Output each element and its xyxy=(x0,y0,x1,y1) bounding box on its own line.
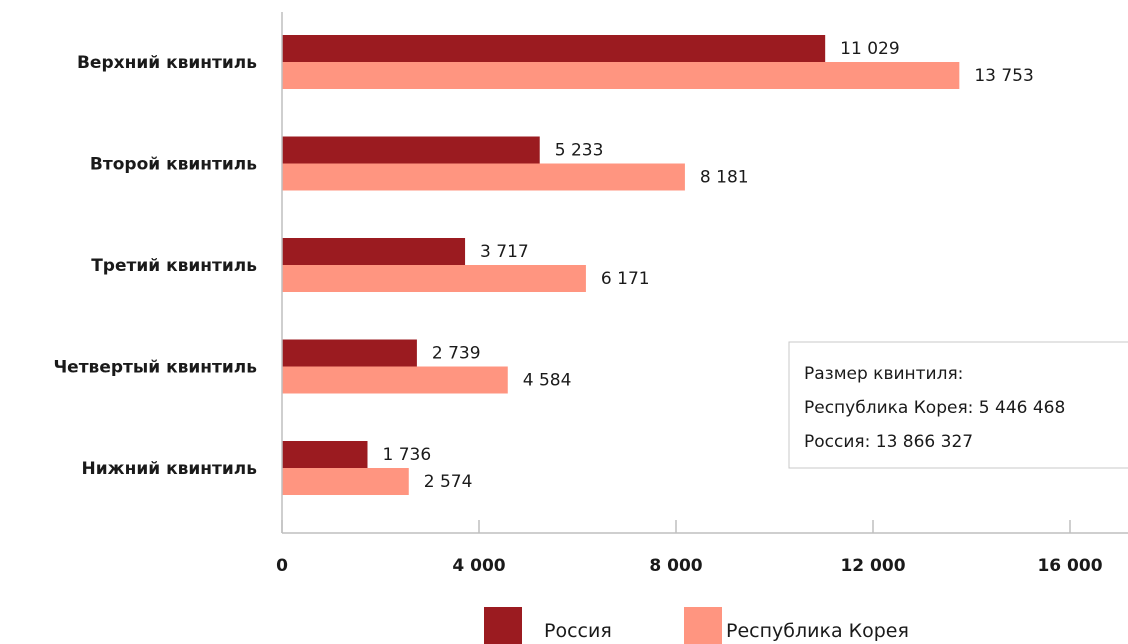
data-label-russia-3: 2 739 xyxy=(432,344,481,364)
bar-korea-2 xyxy=(282,265,586,292)
data-labels-group: 11 029 13 753 5 233 8 181 3 717 6 171 2 739 4 5… xyxy=(382,39,1033,492)
legend: Россия Республика Корея xyxy=(484,607,909,644)
annotation-line-3: Россия: 13 866 327 xyxy=(804,432,973,452)
annotation-line-2: Республика Корея: 5 446 468 xyxy=(804,398,1065,418)
legend-swatch-russia xyxy=(484,607,522,644)
x-tick-label-3: 12 000 xyxy=(840,556,905,576)
data-label-korea-4: 2 574 xyxy=(424,472,473,492)
bars-group xyxy=(282,35,960,495)
bar-russia-3 xyxy=(282,339,417,367)
annotation-border xyxy=(788,341,1128,469)
data-label-russia-4: 1 736 xyxy=(382,445,431,465)
bar-russia-2 xyxy=(282,238,466,265)
bar-korea-4 xyxy=(282,468,409,495)
category-label-2: Третий квинтиль xyxy=(91,256,257,276)
data-label-korea-2: 6 171 xyxy=(601,269,650,289)
legend-swatch-korea xyxy=(684,607,722,644)
data-label-korea-1: 8 181 xyxy=(700,168,749,188)
bar-russia-0 xyxy=(282,35,826,62)
bar-korea-3 xyxy=(282,366,508,394)
x-tick-label-2: 8 000 xyxy=(649,556,702,576)
category-labels-group: Верхний квинтиль Второй квинтиль Третий кв… xyxy=(53,53,257,479)
category-label-0: Верхний квинтиль xyxy=(77,53,257,73)
category-label-3: Четвертый квинтиль xyxy=(53,358,257,378)
data-label-russia-0: 11 029 xyxy=(840,39,899,59)
annotation-line-1: Размер квинтиля: xyxy=(804,364,963,384)
bar-russia-1 xyxy=(282,136,540,164)
data-label-korea-0: 13 753 xyxy=(974,66,1033,86)
data-label-korea-3: 4 584 xyxy=(523,371,572,391)
bar-korea-0 xyxy=(282,62,960,89)
x-tick-label-4: 16 000 xyxy=(1037,556,1102,576)
x-axis xyxy=(281,12,1128,534)
x-tick-label-1: 4 000 xyxy=(452,556,505,576)
x-tick-labels-group: 0 4 000 8 000 12 000 16 000 xyxy=(276,556,1103,576)
legend-label-russia: Россия xyxy=(544,620,612,642)
legend-label-korea: Республика Корея xyxy=(726,620,909,642)
x-tick-label-0: 0 xyxy=(276,556,288,576)
bar-russia-4 xyxy=(282,441,368,468)
bar-korea-1 xyxy=(282,163,685,191)
annotation-box: Размер квинтиля: Республика Корея: 5 446… xyxy=(788,341,1128,469)
category-label-1: Второй квинтиль xyxy=(90,155,257,175)
data-label-russia-2: 3 717 xyxy=(480,242,529,262)
data-label-russia-1: 5 233 xyxy=(555,141,604,161)
category-label-4: Нижний квинтиль xyxy=(82,459,257,479)
